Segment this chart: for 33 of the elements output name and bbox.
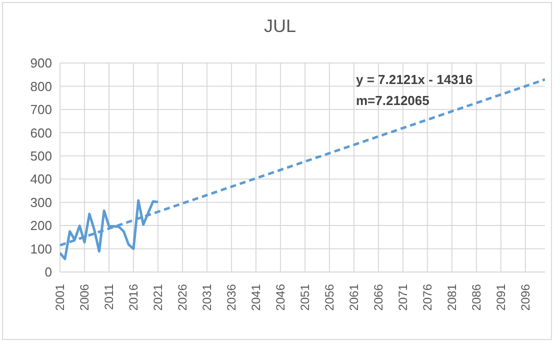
x-tick-label: 2056 <box>322 284 336 311</box>
x-tick-label: 2021 <box>150 284 165 311</box>
y-tick-label: 300 <box>30 194 52 210</box>
x-tick-label: 2006 <box>77 284 92 311</box>
x-tick-label: 2076 <box>420 284 434 311</box>
y-tick-label: 600 <box>30 125 52 140</box>
chart-title: JUL <box>262 16 297 37</box>
annotation: m=7.212065 <box>356 93 430 108</box>
x-tick-label: 2016 <box>126 284 140 311</box>
x-tick-label: 2066 <box>371 284 386 311</box>
annotation: y = 7.2121x - 14316 <box>356 72 473 87</box>
x-tick-label: 2026 <box>175 284 190 311</box>
x-tick-label: 2036 <box>224 284 238 311</box>
x-tick-label: 2001 <box>53 284 67 311</box>
y-tick-label: 100 <box>30 241 52 256</box>
x-tick-label: 2071 <box>396 284 410 311</box>
y-tick-label: 700 <box>30 102 52 118</box>
x-tick-label: 2061 <box>346 284 361 311</box>
x-tick-label: 2086 <box>469 284 484 311</box>
x-tick-label: 2031 <box>200 284 214 311</box>
x-tick-label: 2096 <box>518 284 532 311</box>
x-tick-label: 2041 <box>248 284 263 311</box>
y-tick-label: 800 <box>30 78 52 94</box>
x-tick-label: 2051 <box>298 284 312 311</box>
y-tick-label: 0 <box>44 264 52 280</box>
y-tick-label: 500 <box>30 148 52 164</box>
y-tick-label: 900 <box>30 56 52 71</box>
y-tick-label: 400 <box>30 172 52 187</box>
x-tick-label: 2011 <box>102 284 116 310</box>
y-tick-label: 200 <box>30 218 52 234</box>
x-tick-label: 2091 <box>494 284 508 311</box>
x-tick-label: 2081 <box>444 284 459 311</box>
x-tick-label: 2046 <box>273 284 288 311</box>
